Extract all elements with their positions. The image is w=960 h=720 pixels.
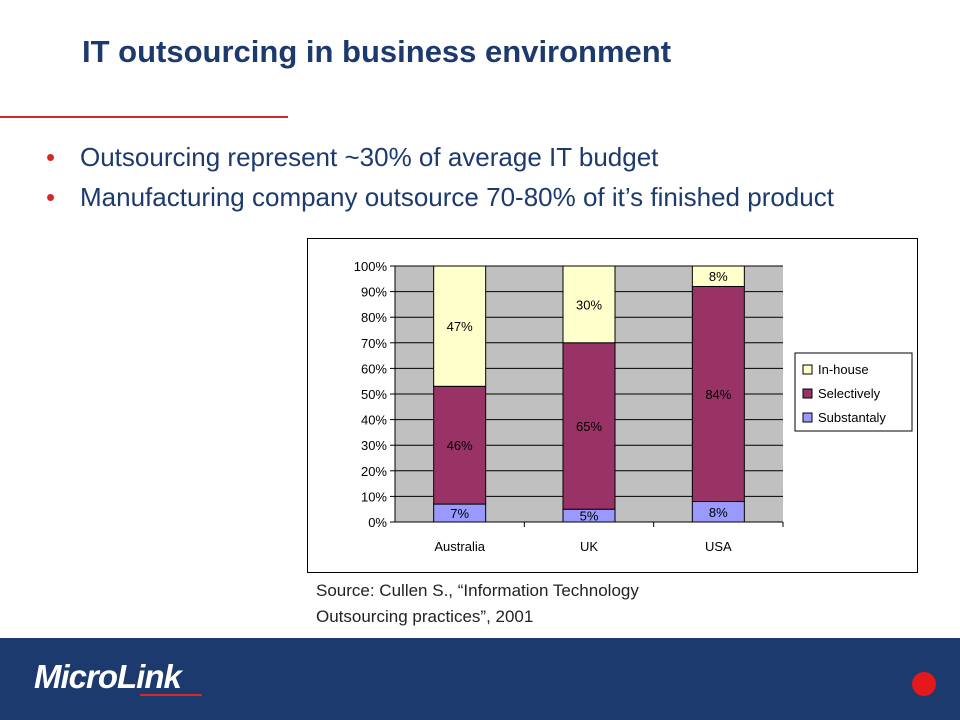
- y-tick-label: 90%: [361, 285, 387, 300]
- data-label: 46%: [447, 438, 473, 453]
- legend-label: Substantaly: [818, 410, 886, 425]
- chart-canvas: 0% 10% 20% 30% 40% 50% 60% 70% 80% 90% 100% 7% 46% 47…: [354, 259, 913, 554]
- red-dot-icon: [912, 672, 936, 696]
- logo-underline: [140, 694, 202, 696]
- data-label: 7%: [450, 506, 469, 521]
- data-label: 47%: [447, 319, 473, 334]
- legend-label: In-house: [818, 362, 869, 377]
- data-label: 30%: [576, 297, 602, 312]
- y-tick-label: 70%: [361, 336, 387, 351]
- x-tick-label: Australia: [434, 539, 485, 554]
- slide-title: IT outsourcing in business environment: [82, 34, 672, 69]
- y-tick-label: 30%: [361, 438, 387, 453]
- bullet-dot-icon: •: [46, 182, 56, 212]
- source-line: Outsourcing practices”, 2001: [316, 607, 534, 626]
- bar-segment: [433, 265, 487, 387]
- y-tick-label: 60%: [361, 361, 387, 376]
- y-tick-label: 20%: [361, 464, 387, 479]
- y-tick-label: 0%: [368, 515, 387, 530]
- data-label: 5%: [580, 509, 599, 524]
- bullet-item: • Manufacturing company outsource 70-80% …: [40, 180, 920, 214]
- bullet-item: • Outsourcing represent ~30% of average I…: [40, 140, 920, 174]
- bullet-text: Manufacturing company outsource 70-80% o…: [80, 182, 834, 212]
- bullet-list: • Outsourcing represent ~30% of average I…: [40, 140, 920, 220]
- title-underline: [0, 116, 288, 118]
- footer-bar: MicroLink: [0, 638, 960, 720]
- data-label: 65%: [576, 419, 602, 434]
- source-citation: Source: Cullen S., “Information Technolo…: [316, 578, 836, 630]
- y-tick-label: 80%: [361, 310, 387, 325]
- legend-swatch: [802, 388, 813, 399]
- stacked-bar-chart: 0% 10% 20% 30% 40% 50% 60% 70% 80% 90% 100% 7% 46% 47…: [307, 238, 918, 573]
- legend-swatch: [802, 412, 813, 423]
- y-tick-label: 100%: [354, 259, 388, 274]
- x-tick-label: UK: [580, 539, 598, 554]
- bar-segment: [562, 265, 616, 344]
- data-label: 8%: [709, 269, 728, 284]
- bullet-dot-icon: •: [46, 142, 56, 172]
- legend-swatch: [802, 364, 813, 375]
- bar-segment: [562, 342, 616, 510]
- bar-segment: [433, 385, 487, 505]
- y-tick-label: 50%: [361, 387, 387, 402]
- y-tick-label: 40%: [361, 413, 387, 428]
- bar-segment: [691, 265, 745, 287]
- source-line: Source: Cullen S., “Information Technolo…: [316, 581, 639, 600]
- data-label: 84%: [705, 387, 731, 402]
- y-tick-label: 10%: [361, 489, 387, 504]
- x-tick-label: USA: [705, 539, 732, 554]
- legend-label: Selectively: [818, 386, 881, 401]
- data-label: 8%: [709, 505, 728, 520]
- legend-box: [794, 352, 913, 432]
- microlink-logo: MicroLink: [34, 658, 182, 695]
- bullet-text: Outsourcing represent ~30% of average IT…: [80, 142, 659, 172]
